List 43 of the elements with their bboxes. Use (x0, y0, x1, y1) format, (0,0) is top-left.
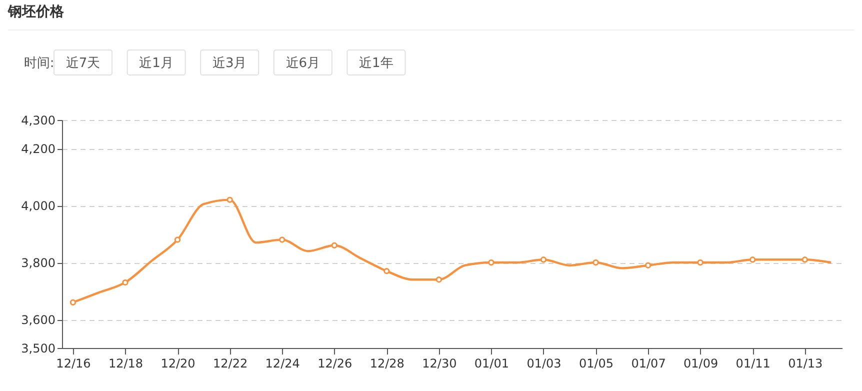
y-tick-label: 4,300 (21, 114, 56, 128)
x-tick-label: 12/18 (108, 356, 144, 370)
text: 近7天 (66, 56, 100, 71)
x-tick-label: 01/05 (578, 356, 614, 370)
x-tick-label: 01/07 (631, 356, 666, 370)
point (488, 259, 494, 266)
point (436, 276, 442, 283)
x-tick-label: 12/26 (318, 356, 352, 370)
x-tick-label: 01/13 (788, 356, 823, 370)
x-tick-label: 01/11 (736, 356, 770, 370)
text: 近1月 (139, 56, 174, 71)
point (540, 256, 547, 263)
chart-title: 钢坯价格 (7, 4, 65, 20)
text: 近6月 (286, 56, 320, 71)
x-tick-label: 01/03 (526, 356, 562, 370)
text: 时间: (24, 56, 54, 71)
point (644, 262, 652, 268)
x-tick-label: 12/16 (56, 356, 91, 370)
point (226, 196, 233, 203)
point (750, 256, 756, 263)
point (331, 242, 338, 248)
y-tick-label: 3,500 (21, 342, 56, 356)
text: 近3月 (212, 56, 247, 71)
point (279, 236, 286, 243)
y-tick-label: 3,800 (21, 256, 56, 270)
point (174, 236, 181, 243)
point (697, 259, 704, 266)
x-tick-label: 12/28 (370, 356, 404, 370)
x-tick-label: 12/22 (213, 356, 248, 370)
point (70, 299, 76, 306)
text: 近1年 (359, 56, 394, 71)
point (592, 259, 599, 266)
x-tick-label: 01/01 (474, 356, 510, 370)
x-tick-label: 01/09 (684, 356, 718, 370)
x-tick-label: 12/30 (422, 356, 457, 370)
x-tick-label: 12/20 (160, 356, 196, 370)
x-tick-label: 12/24 (265, 356, 300, 370)
y-tick-label: 4,000 (21, 199, 56, 213)
point (802, 256, 808, 263)
y-tick-label: 3,600 (21, 313, 56, 327)
point (122, 279, 128, 286)
y-tick-label: 4,200 (21, 142, 56, 156)
point (384, 268, 390, 274)
